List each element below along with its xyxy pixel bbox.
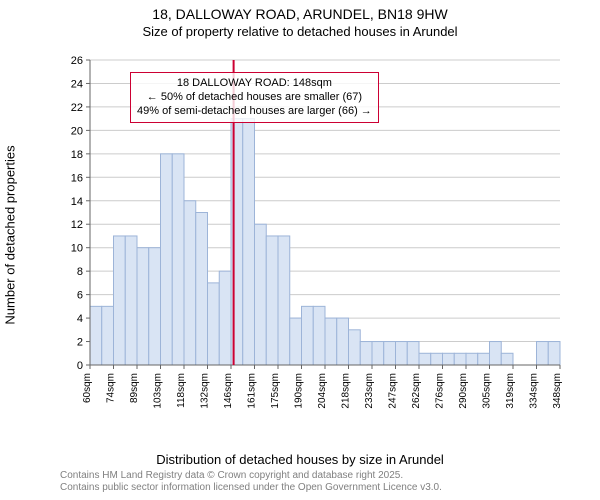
svg-text:89sqm: 89sqm	[129, 373, 140, 403]
svg-text:190sqm: 190sqm	[294, 373, 305, 409]
svg-text:60sqm: 60sqm	[82, 373, 93, 403]
svg-text:2: 2	[77, 337, 83, 349]
svg-text:161sqm: 161sqm	[247, 373, 258, 409]
svg-text:247sqm: 247sqm	[388, 373, 399, 409]
svg-text:26: 26	[71, 55, 83, 67]
svg-text:348sqm: 348sqm	[552, 373, 563, 409]
svg-text:146sqm: 146sqm	[223, 373, 234, 409]
annotation-box: 18 DALLOWAY ROAD: 148sqm ← 50% of detach…	[130, 72, 379, 123]
svg-text:118sqm: 118sqm	[176, 373, 187, 408]
svg-text:334sqm: 334sqm	[529, 373, 540, 409]
svg-text:103sqm: 103sqm	[153, 373, 164, 409]
svg-text:4: 4	[77, 313, 83, 325]
svg-text:8: 8	[77, 266, 83, 278]
annotation-line-3: 49% of semi-detached houses are larger (…	[137, 104, 372, 118]
svg-text:262sqm: 262sqm	[411, 373, 422, 409]
svg-text:14: 14	[71, 196, 83, 208]
svg-text:218sqm: 218sqm	[341, 373, 352, 409]
svg-text:305sqm: 305sqm	[482, 373, 493, 409]
svg-text:20: 20	[71, 125, 83, 137]
attribution-line-1: Contains HM Land Registry data © Crown c…	[60, 470, 442, 482]
svg-text:233sqm: 233sqm	[364, 373, 375, 409]
svg-text:22: 22	[71, 102, 83, 114]
title-line-1: 18, DALLOWAY ROAD, ARUNDEL, BN18 9HW	[0, 6, 600, 22]
histogram-plot: 0246810121416182022242660sqm74sqm89sqm10…	[60, 50, 570, 420]
title-line-2: Size of property relative to detached ho…	[0, 24, 600, 39]
svg-text:319sqm: 319sqm	[505, 373, 516, 409]
svg-text:24: 24	[71, 78, 83, 90]
svg-text:18: 18	[71, 149, 83, 161]
svg-text:16: 16	[71, 172, 83, 184]
svg-text:74sqm: 74sqm	[106, 373, 117, 403]
svg-text:276sqm: 276sqm	[435, 373, 446, 409]
x-axis-label: Distribution of detached houses by size …	[0, 452, 600, 467]
y-axis-label: Number of detached properties	[3, 145, 18, 324]
chart-title-block: 18, DALLOWAY ROAD, ARUNDEL, BN18 9HW Siz…	[0, 0, 600, 39]
svg-text:0: 0	[77, 360, 83, 372]
svg-text:290sqm: 290sqm	[458, 373, 469, 409]
svg-text:175sqm: 175sqm	[270, 373, 281, 409]
attribution-line-2: Contains public sector information licen…	[60, 482, 442, 494]
attribution-block: Contains HM Land Registry data © Crown c…	[60, 470, 442, 494]
annotation-line-2: ← 50% of detached houses are smaller (67…	[137, 90, 372, 104]
annotation-line-1: 18 DALLOWAY ROAD: 148sqm	[137, 76, 372, 90]
svg-text:6: 6	[77, 290, 83, 302]
svg-text:10: 10	[71, 243, 83, 255]
svg-text:204sqm: 204sqm	[317, 373, 328, 409]
svg-text:132sqm: 132sqm	[200, 373, 211, 409]
svg-text:12: 12	[71, 219, 83, 231]
